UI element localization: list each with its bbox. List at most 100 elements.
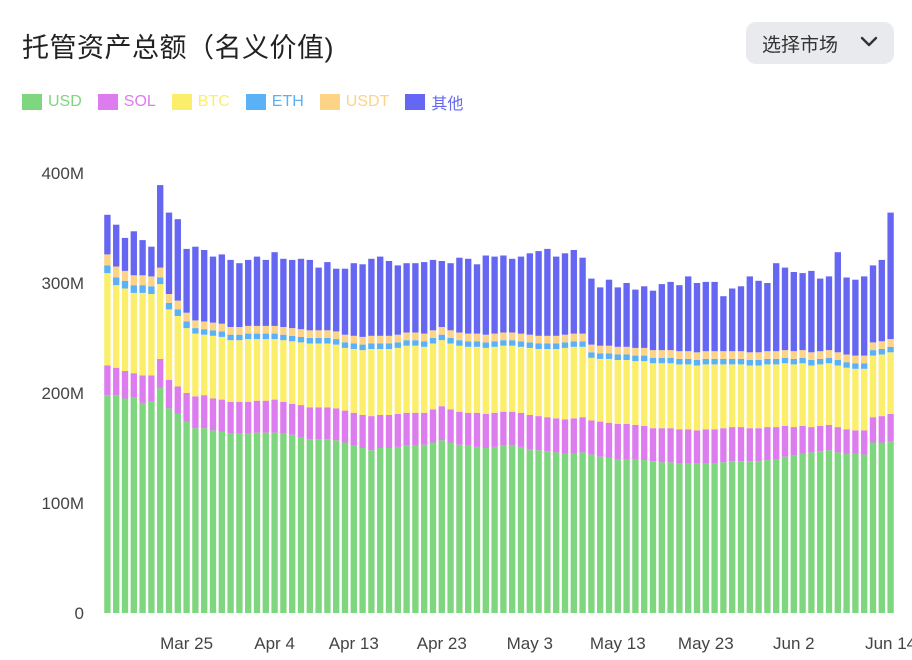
bar-segment-btc[interactable] bbox=[553, 349, 560, 419]
bar-segment-usdt[interactable] bbox=[535, 335, 542, 344]
bar-segment-其他[interactable] bbox=[773, 263, 780, 352]
bar-segment-btc[interactable] bbox=[808, 365, 815, 428]
bar-segment-其他[interactable] bbox=[561, 253, 569, 335]
bar-segment-usdt[interactable] bbox=[773, 351, 780, 359]
bar-segment-sol[interactable] bbox=[465, 412, 472, 446]
bar-segment-usd[interactable] bbox=[315, 439, 322, 613]
bar-segment-sol[interactable] bbox=[561, 419, 569, 454]
bar-segment-btc[interactable] bbox=[104, 273, 111, 366]
bar-segment-btc[interactable] bbox=[535, 349, 542, 417]
bar-segment-usd[interactable] bbox=[685, 463, 692, 613]
bar-segment-usd[interactable] bbox=[526, 449, 533, 613]
bar-segment-usd[interactable] bbox=[517, 446, 525, 613]
bar-segment-usd[interactable] bbox=[632, 459, 639, 613]
bar-segment-btc[interactable] bbox=[394, 347, 401, 414]
bar-segment-其他[interactable] bbox=[755, 280, 762, 353]
bar-segment-其他[interactable] bbox=[377, 256, 384, 336]
bar-segment-其他[interactable] bbox=[262, 259, 269, 326]
bar-segment-其他[interactable] bbox=[341, 268, 349, 335]
bar-segment-usd[interactable] bbox=[377, 448, 384, 613]
bar-segment-eth[interactable] bbox=[209, 330, 217, 336]
bar-segment-eth[interactable] bbox=[825, 357, 833, 364]
bar-segment-其他[interactable] bbox=[887, 212, 894, 340]
bar-segment-sol[interactable] bbox=[852, 430, 859, 454]
bar-segment-其他[interactable] bbox=[359, 264, 366, 337]
bar-segment-usdt[interactable] bbox=[570, 333, 577, 342]
bar-segment-sol[interactable] bbox=[113, 367, 120, 396]
bar-segment-btc[interactable] bbox=[253, 339, 261, 401]
bar-segment-btc[interactable] bbox=[324, 343, 331, 408]
bar-segment-usd[interactable] bbox=[834, 452, 841, 613]
bar-segment-btc[interactable] bbox=[614, 360, 621, 424]
bar-segment-usd[interactable] bbox=[201, 428, 208, 613]
bar-segment-sol[interactable] bbox=[808, 427, 815, 453]
bar-segment-其他[interactable] bbox=[676, 285, 683, 352]
bar-segment-其他[interactable] bbox=[253, 256, 261, 326]
bar-segment-sol[interactable] bbox=[737, 427, 745, 462]
bar-segment-btc[interactable] bbox=[641, 361, 648, 426]
bar-segment-btc[interactable] bbox=[773, 364, 780, 428]
bar-segment-btc[interactable] bbox=[218, 336, 225, 400]
bar-segment-usd[interactable] bbox=[262, 432, 269, 613]
bar-segment-btc[interactable] bbox=[280, 340, 287, 402]
bar-segment-eth[interactable] bbox=[632, 355, 639, 362]
bar-segment-btc[interactable] bbox=[517, 346, 525, 413]
bar-segment-usdt[interactable] bbox=[623, 346, 630, 355]
bar-segment-其他[interactable] bbox=[535, 251, 542, 336]
bar-segment-btc[interactable] bbox=[685, 364, 692, 430]
bar-segment-usdt[interactable] bbox=[218, 323, 225, 332]
bar-segment-usdt[interactable] bbox=[799, 350, 806, 358]
bar-segment-usdt[interactable] bbox=[702, 351, 709, 359]
bar-segment-其他[interactable] bbox=[121, 237, 129, 271]
bar-segment-usdt[interactable] bbox=[359, 336, 366, 345]
bar-segment-其他[interactable] bbox=[192, 246, 199, 321]
bar-segment-其他[interactable] bbox=[491, 256, 498, 334]
bar-segment-btc[interactable] bbox=[702, 364, 709, 430]
bar-segment-其他[interactable] bbox=[315, 267, 322, 331]
bar-segment-eth[interactable] bbox=[465, 341, 472, 347]
bar-segment-其他[interactable] bbox=[456, 257, 463, 333]
bar-segment-usd[interactable] bbox=[209, 430, 217, 613]
bar-segment-sol[interactable] bbox=[887, 413, 894, 442]
bar-segment-其他[interactable] bbox=[350, 263, 357, 336]
bar-segment-btc[interactable] bbox=[368, 349, 375, 417]
bar-segment-eth[interactable] bbox=[333, 339, 340, 345]
bar-segment-usd[interactable] bbox=[843, 453, 850, 614]
bar-segment-sol[interactable] bbox=[341, 410, 349, 443]
bar-segment-其他[interactable] bbox=[482, 255, 489, 335]
bar-segment-eth[interactable] bbox=[764, 358, 771, 365]
bar-segment-usd[interactable] bbox=[113, 395, 120, 613]
bar-segment-sol[interactable] bbox=[553, 418, 560, 453]
bar-segment-sol[interactable] bbox=[729, 427, 736, 462]
bar-segment-sol[interactable] bbox=[157, 358, 164, 388]
bar-segment-eth[interactable] bbox=[315, 338, 322, 344]
bar-segment-btc[interactable] bbox=[130, 292, 137, 374]
legend-item-其他[interactable]: 其他 bbox=[405, 90, 463, 114]
bar-segment-sol[interactable] bbox=[658, 428, 665, 463]
bar-segment-usd[interactable] bbox=[306, 439, 313, 613]
bar-segment-sol[interactable] bbox=[368, 416, 375, 451]
bar-segment-usd[interactable] bbox=[324, 439, 331, 613]
bar-segment-eth[interactable] bbox=[368, 343, 375, 350]
bar-segment-usdt[interactable] bbox=[843, 354, 850, 363]
bar-segment-usd[interactable] bbox=[693, 463, 701, 613]
bar-segment-sol[interactable] bbox=[535, 416, 542, 451]
bar-segment-usd[interactable] bbox=[183, 421, 190, 613]
bar-segment-其他[interactable] bbox=[139, 240, 146, 276]
bar-segment-其他[interactable] bbox=[174, 219, 181, 301]
bar-segment-eth[interactable] bbox=[729, 358, 736, 365]
bar-segment-btc[interactable] bbox=[869, 355, 877, 418]
bar-segment-其他[interactable] bbox=[843, 277, 850, 355]
bar-segment-sol[interactable] bbox=[227, 401, 234, 434]
bar-segment-btc[interactable] bbox=[245, 339, 252, 402]
bar-segment-其他[interactable] bbox=[438, 261, 445, 327]
bar-segment-sol[interactable] bbox=[201, 395, 208, 429]
bar-segment-其他[interactable] bbox=[737, 286, 745, 352]
bar-segment-usdt[interactable] bbox=[720, 351, 727, 359]
bar-segment-usd[interactable] bbox=[271, 432, 278, 613]
bar-segment-sol[interactable] bbox=[685, 429, 692, 464]
bar-segment-usd[interactable] bbox=[403, 445, 410, 613]
bar-segment-usd[interactable] bbox=[799, 453, 806, 614]
legend-item-usd[interactable]: USD bbox=[22, 93, 82, 111]
bar-segment-btc[interactable] bbox=[746, 365, 753, 429]
